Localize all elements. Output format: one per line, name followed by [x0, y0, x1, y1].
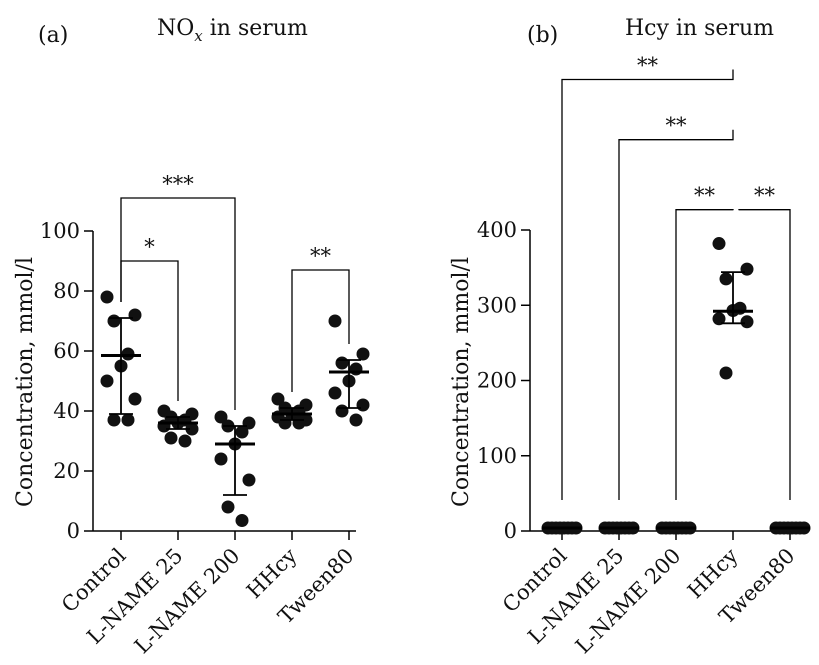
panel-a-data-point	[157, 419, 171, 433]
panel-a-sig-label: **	[310, 244, 332, 268]
panel-b-data-point	[719, 272, 733, 286]
panel-a-data-point	[349, 413, 363, 427]
panel-a-data-point	[356, 398, 370, 412]
panel-a-data-point	[356, 347, 370, 361]
panel-a-data-point	[185, 422, 199, 436]
panel-a-sig-bracket	[291, 269, 350, 392]
panel-a-data-point	[121, 413, 135, 427]
panel-a-y-tick-label: 60	[53, 339, 80, 363]
panel-a-letter: (a)	[38, 23, 68, 48]
panel-a-data-point	[178, 434, 192, 448]
panel-b-ylabel: Concentration, mmol/l	[449, 257, 474, 507]
panel-b-sig-bracket	[738, 209, 791, 500]
panel-a-title-rest: in serum	[203, 16, 308, 41]
panel-b-y-tick-label: 300	[477, 293, 517, 317]
panel-a-data-point	[292, 416, 306, 430]
panel-b-sig-bracket	[618, 129, 734, 500]
panel-a-data-point	[128, 308, 142, 322]
panel-a-data-point	[278, 416, 292, 430]
panel-a-sig-label: *	[144, 235, 155, 259]
panel-a-y-tick-label: 20	[53, 459, 80, 483]
panel-a-data-point	[164, 431, 178, 445]
panel-a-data-point	[349, 362, 363, 376]
panel-a-y-tick-label: 40	[53, 399, 80, 423]
panel-b-y-tick-label: 400	[477, 218, 517, 242]
panel-a-title-main: NO	[157, 16, 194, 41]
panel-a-data-point	[271, 392, 285, 406]
panel-b-sig-label: **	[694, 184, 716, 208]
panel-b-y-tick-label: 100	[477, 444, 517, 468]
panel-a-y-tick-label: 100	[40, 219, 80, 243]
panel-a-data-point	[107, 413, 121, 427]
panel-a-data-point	[214, 410, 228, 424]
panel-a-sig-bracket	[120, 260, 179, 401]
panel-b-sig-label: **	[637, 54, 659, 78]
panel-b-sig-bracket	[675, 209, 734, 500]
panel-b-sig-bracket	[561, 69, 734, 500]
panel-a-sig-bracket	[120, 197, 236, 410]
panel-a-data-point	[214, 452, 228, 466]
panel-a-data-point	[221, 500, 235, 514]
panel-b-data-point	[712, 312, 726, 326]
panel-b-letter: (b)	[527, 23, 558, 48]
panel-a-sig-label: ***	[162, 172, 194, 196]
panel-a-data-point	[328, 314, 342, 328]
panel-b-y-tick-label: 200	[477, 369, 517, 393]
panel-a-data-point	[100, 290, 114, 304]
panel-a-data-point	[235, 514, 249, 527]
panel-b-data-point	[719, 366, 733, 380]
panel-a-data-point	[107, 314, 121, 328]
panel-a-title: NOx in serum	[157, 16, 308, 45]
panel-b-sig-label: **	[666, 114, 688, 138]
panel-a-data-point	[335, 404, 349, 418]
panel-a-y-tick-label: 80	[53, 279, 80, 303]
panel-b-data-point	[740, 262, 754, 276]
panel-b-sig-label: **	[754, 184, 776, 208]
panel-a-title-sub: x	[194, 27, 203, 45]
panel-b-y-tick-label: 0	[504, 519, 517, 543]
panel-a-data-point	[128, 392, 142, 406]
panel-a-data-point	[328, 386, 342, 400]
panel-a-data-point	[100, 374, 114, 388]
panel-b-data-point	[740, 315, 754, 329]
panel-a-ylabel: Concentration, mmol/l	[13, 257, 38, 507]
panel-a-data-point	[235, 425, 249, 439]
panel-a-data-point	[335, 356, 349, 370]
panel-a-y-tick-label: 0	[67, 519, 80, 543]
panel-b-title: Hcy in serum	[625, 16, 774, 41]
panel-b-data-point	[712, 237, 726, 251]
panel-a-data-point	[242, 473, 256, 487]
